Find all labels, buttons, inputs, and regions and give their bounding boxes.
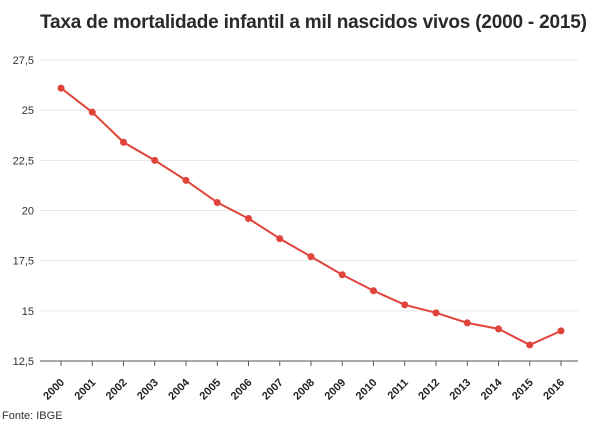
series-line	[60, 87, 562, 346]
data-point	[401, 301, 409, 309]
x-tick-label: 2004	[166, 376, 192, 402]
data-point	[307, 253, 315, 261]
data-point	[463, 319, 471, 327]
x-tick-label: 2008	[291, 377, 317, 403]
data-point	[182, 176, 190, 184]
x-tick-label: 2006	[229, 377, 255, 403]
source-note: Fonte: IBGE	[2, 410, 63, 422]
data-point	[557, 327, 565, 335]
data-point	[370, 287, 377, 295]
x-tick-label: 2007	[260, 377, 286, 403]
x-tick-label: 2003	[135, 377, 161, 403]
data-point	[432, 309, 440, 317]
y-tick-label: 25	[22, 105, 34, 117]
chart-title: Taxa de mortalidade infantil a mil nasci…	[40, 12, 587, 33]
x-tick-label: 2000	[41, 377, 67, 403]
data-point	[57, 84, 65, 92]
data-point	[526, 341, 534, 349]
x-tick-label: 2010	[354, 377, 380, 403]
data-point	[88, 108, 96, 116]
x-tick-label: 2011	[386, 377, 411, 402]
data-point	[276, 235, 284, 243]
data-point	[120, 138, 127, 146]
y-tick-label: 27,5	[13, 55, 34, 67]
x-tick-label: 2016	[541, 377, 567, 403]
y-tick-label: 20	[22, 206, 34, 218]
y-tick-label: 22,5	[13, 155, 34, 167]
data-point	[245, 215, 252, 223]
data-point	[338, 271, 346, 279]
y-tick-label: 12,5	[13, 356, 34, 368]
data-point	[495, 325, 502, 333]
x-tick-label: 2009	[323, 377, 349, 403]
x-tick-label: 2001	[73, 377, 99, 403]
y-tick-label: 17,5	[13, 256, 34, 268]
data-point	[151, 156, 159, 164]
x-tick-label: 2014	[479, 376, 505, 402]
x-tick-label: 2012	[416, 377, 442, 403]
x-tick-label: 2002	[104, 377, 130, 403]
x-tick-label: 2005	[198, 377, 224, 403]
x-tick-label: 2013	[448, 377, 474, 403]
y-tick-label: 15	[22, 306, 34, 318]
data-point	[213, 198, 221, 206]
x-tick-label: 2015	[510, 377, 536, 403]
